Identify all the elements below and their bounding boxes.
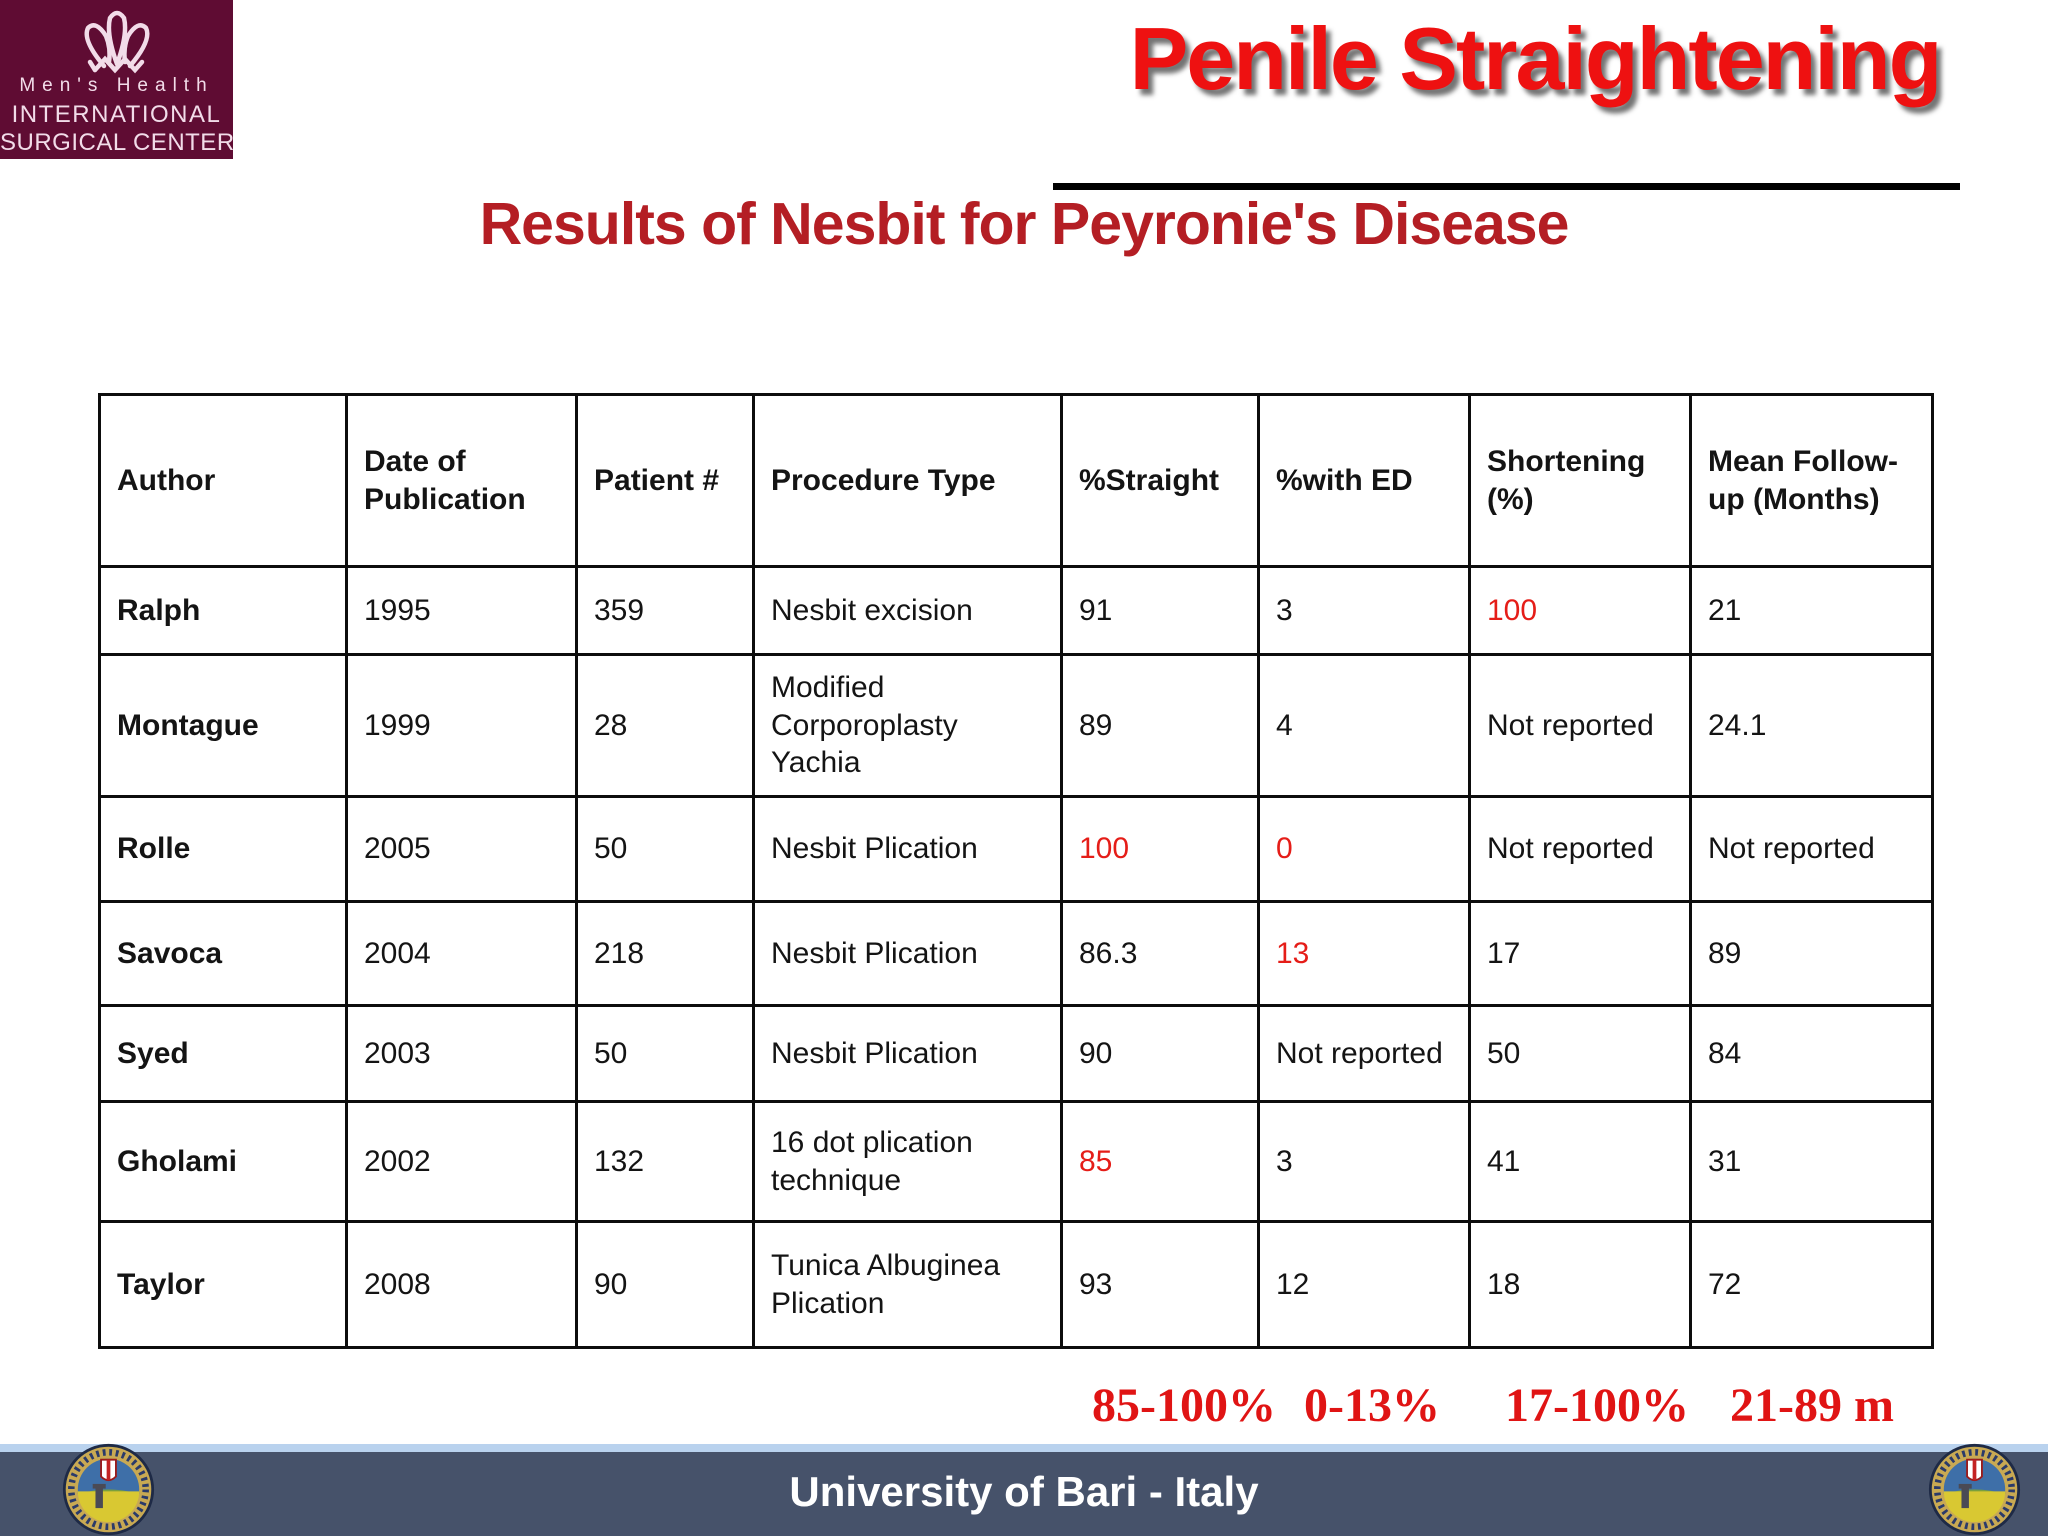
- table-row: Rolle 2005 50 Nesbit Plication 100 0 Not…: [98, 795, 1934, 903]
- cell-author: Savoca: [98, 900, 348, 1007]
- summary-straight-range: 85-100%: [1092, 1379, 1276, 1432]
- cell-patients: 50: [575, 1004, 755, 1103]
- logo-line-3: SURGICAL CENTER: [0, 129, 235, 156]
- col-header-date: Date of Publication: [345, 393, 578, 568]
- cell-procedure: 16 dot plication technique: [752, 1100, 1063, 1223]
- cell-year: 2002: [345, 1100, 578, 1223]
- summary-followup-range: 21-89 m: [1730, 1379, 1894, 1432]
- col-header-procedure: Procedure Type: [752, 393, 1063, 568]
- col-header-patients: Patient #: [575, 393, 755, 568]
- slide-subtitle: Results of Nesbit for Peyronie's Disease: [479, 191, 1570, 257]
- table-row: Gholami 2002 132 16 dot plication techni…: [98, 1100, 1934, 1223]
- cell-procedure: Nesbit excision: [752, 565, 1063, 656]
- cell-patients: 90: [575, 1220, 755, 1349]
- cell-shortening: 50: [1468, 1004, 1692, 1103]
- page-title: Penile Straightening: [1129, 9, 1943, 108]
- cell-shortening: Not reported: [1468, 653, 1692, 798]
- cell-patients: 50: [575, 795, 755, 903]
- cell-author: Gholami: [98, 1100, 348, 1223]
- cell-patients: 359: [575, 565, 755, 656]
- col-header-author: Author: [98, 393, 348, 568]
- cell-patients: 218: [575, 900, 755, 1007]
- cell-ed: 0: [1257, 795, 1471, 903]
- col-header-ed: %with ED: [1257, 393, 1471, 568]
- table-row: Syed 2003 50 Nesbit Plication 90 Not rep…: [98, 1004, 1934, 1103]
- cell-followup: 31: [1689, 1100, 1934, 1223]
- cell-straight: 85: [1060, 1100, 1260, 1223]
- cell-procedure: Nesbit Plication: [752, 795, 1063, 903]
- cell-shortening: 17: [1468, 900, 1692, 1007]
- cell-followup: 72: [1689, 1220, 1934, 1349]
- cell-shortening: Not reported: [1468, 795, 1692, 903]
- university-of-bari-seal-icon: [62, 1443, 155, 1536]
- cell-followup: Not reported: [1689, 795, 1934, 903]
- footer-accent-line: [0, 1444, 2048, 1452]
- results-table: Author Date of Publication Patient # Pro…: [98, 393, 1934, 1349]
- cell-followup: 84: [1689, 1004, 1934, 1103]
- cell-author: Syed: [98, 1004, 348, 1103]
- table-row: Taylor 2008 90 Tunica Albuginea Plicatio…: [98, 1220, 1934, 1349]
- cell-procedure: Nesbit Plication: [752, 1004, 1063, 1103]
- table-header-row: Author Date of Publication Patient # Pro…: [98, 393, 1934, 568]
- cell-straight: 90: [1060, 1004, 1260, 1103]
- cell-straight: 89: [1060, 653, 1260, 798]
- cell-procedure: Nesbit Plication: [752, 900, 1063, 1007]
- summary-ed-range: 0-13%: [1304, 1379, 1440, 1432]
- title-underline: [1053, 183, 1960, 190]
- table-row: Montague 1999 28 Modified Corporoplasty …: [98, 653, 1934, 798]
- cell-straight: 93: [1060, 1220, 1260, 1349]
- cell-shortening: 18: [1468, 1220, 1692, 1349]
- cell-patients: 28: [575, 653, 755, 798]
- cell-shortening: 100: [1468, 565, 1692, 656]
- cell-year: 2004: [345, 900, 578, 1007]
- cell-procedure: Tunica Albuginea Plication: [752, 1220, 1063, 1349]
- crown-icon: [84, 10, 149, 74]
- cell-author: Ralph: [98, 565, 348, 656]
- cell-author: Rolle: [98, 795, 348, 903]
- logo-line-2: INTERNATIONAL: [11, 101, 222, 128]
- cell-ed: 12: [1257, 1220, 1471, 1349]
- cell-year: 2005: [345, 795, 578, 903]
- cell-followup: 21: [1689, 565, 1934, 656]
- cell-followup: 24.1: [1689, 653, 1934, 798]
- cell-straight: 100: [1060, 795, 1260, 903]
- summary-shortening-range: 17-100%: [1505, 1379, 1689, 1432]
- cell-author: Taylor: [98, 1220, 348, 1349]
- col-header-straight: %Straight: [1060, 393, 1260, 568]
- cell-ed: 4: [1257, 653, 1471, 798]
- table-row: Ralph 1995 359 Nesbit excision 91 3 100 …: [98, 565, 1934, 656]
- cell-year: 2008: [345, 1220, 578, 1349]
- cell-shortening: 41: [1468, 1100, 1692, 1223]
- cell-ed: Not reported: [1257, 1004, 1471, 1103]
- cell-followup: 89: [1689, 900, 1934, 1007]
- footer-title: University of Bari - Italy: [789, 1468, 1259, 1515]
- cell-ed: 13: [1257, 900, 1471, 1007]
- col-header-followup: Mean Follow-up (Months): [1689, 393, 1934, 568]
- cell-procedure: Modified Corporoplasty Yachia: [752, 653, 1063, 798]
- cell-ed: 3: [1257, 565, 1471, 656]
- cell-patients: 132: [575, 1100, 755, 1223]
- footer-bar: [0, 1452, 2048, 1536]
- table-row: Savoca 2004 218 Nesbit Plication 86.3 13…: [98, 900, 1934, 1007]
- cell-year: 1999: [345, 653, 578, 798]
- cell-ed: 3: [1257, 1100, 1471, 1223]
- cell-straight: 91: [1060, 565, 1260, 656]
- cell-year: 1995: [345, 565, 578, 656]
- cell-year: 2003: [345, 1004, 578, 1103]
- col-header-shortening: Shortening (%): [1468, 393, 1692, 568]
- logo-line-1: Men's Health: [19, 75, 214, 96]
- cell-straight: 86.3: [1060, 900, 1260, 1007]
- mens-health-logo: Men's Health INTERNATIONAL SURGICAL CENT…: [0, 0, 235, 159]
- university-of-bari-seal-icon: [1928, 1443, 2021, 1536]
- cell-author: Montague: [98, 653, 348, 798]
